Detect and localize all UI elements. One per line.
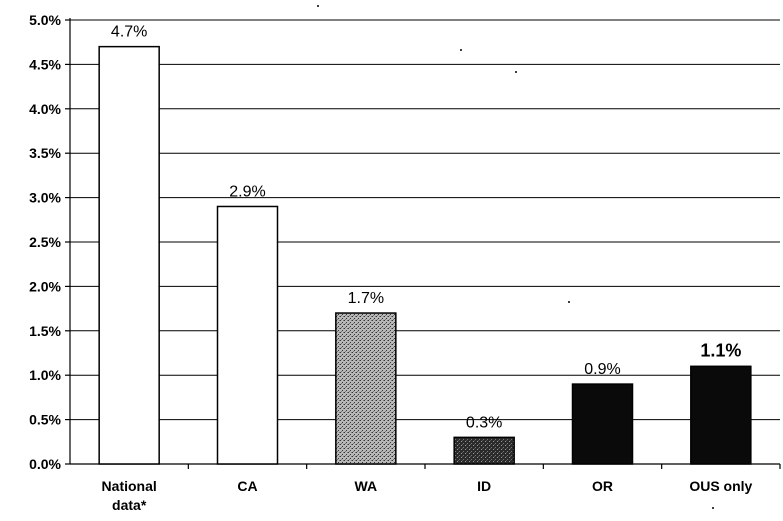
y-tick-label: 0.5% — [29, 412, 61, 428]
bar-6 — [690, 365, 752, 465]
category-label: OR — [592, 478, 613, 494]
y-tick-label: 3.0% — [29, 190, 61, 206]
scan-speck — [515, 71, 517, 73]
category-label: OUS only — [689, 478, 752, 494]
scan-speck — [568, 301, 570, 303]
y-tick-label: 4.0% — [29, 101, 61, 117]
bar-1 — [98, 45, 160, 465]
data-labels: 4.7% 2.9% 1.7% 0.3% 0.9% 1.1% — [111, 24, 741, 432]
y-tick-label: 3.5% — [29, 145, 61, 161]
y-tick-label: 0.0% — [29, 456, 61, 472]
x-category-labels: National data* CA WA ID OR OUS only — [102, 478, 753, 513]
y-tick-label: 4.5% — [29, 56, 61, 72]
category-label: data* — [112, 497, 147, 513]
y-tick-label: 2.5% — [29, 234, 61, 250]
category-label: ID — [477, 478, 491, 494]
scan-specks — [317, 5, 714, 509]
scan-speck — [317, 5, 319, 7]
category-label: National — [102, 478, 157, 494]
data-label: 4.7% — [111, 24, 147, 41]
bar-2 — [216, 205, 279, 465]
y-tick-label: 2.0% — [29, 278, 61, 294]
scan-speck — [460, 49, 462, 51]
y-tick-label: 1.0% — [29, 367, 61, 383]
axes — [65, 18, 781, 469]
data-label: 0.9% — [584, 361, 620, 378]
data-label: 0.3% — [466, 414, 502, 431]
y-tick-label: 1.5% — [29, 323, 61, 339]
data-label: 1.1% — [700, 340, 741, 360]
gridlines — [70, 19, 780, 421]
bar-4 — [453, 436, 515, 465]
category-label: CA — [237, 478, 257, 494]
y-tick-label: 5.0% — [29, 12, 61, 28]
data-label: 1.7% — [348, 290, 384, 307]
y-tick-labels: 0.0% 0.5% 1.0% 1.5% 2.0% 2.5% 3.0% 3.5% 4.0% 4.5%… — [29, 12, 61, 472]
bar-5 — [571, 383, 634, 465]
data-label: 2.9% — [229, 183, 265, 200]
category-label: WA — [355, 478, 378, 494]
bar-3 — [335, 312, 397, 465]
bars — [98, 45, 752, 465]
scan-speck — [712, 507, 714, 509]
